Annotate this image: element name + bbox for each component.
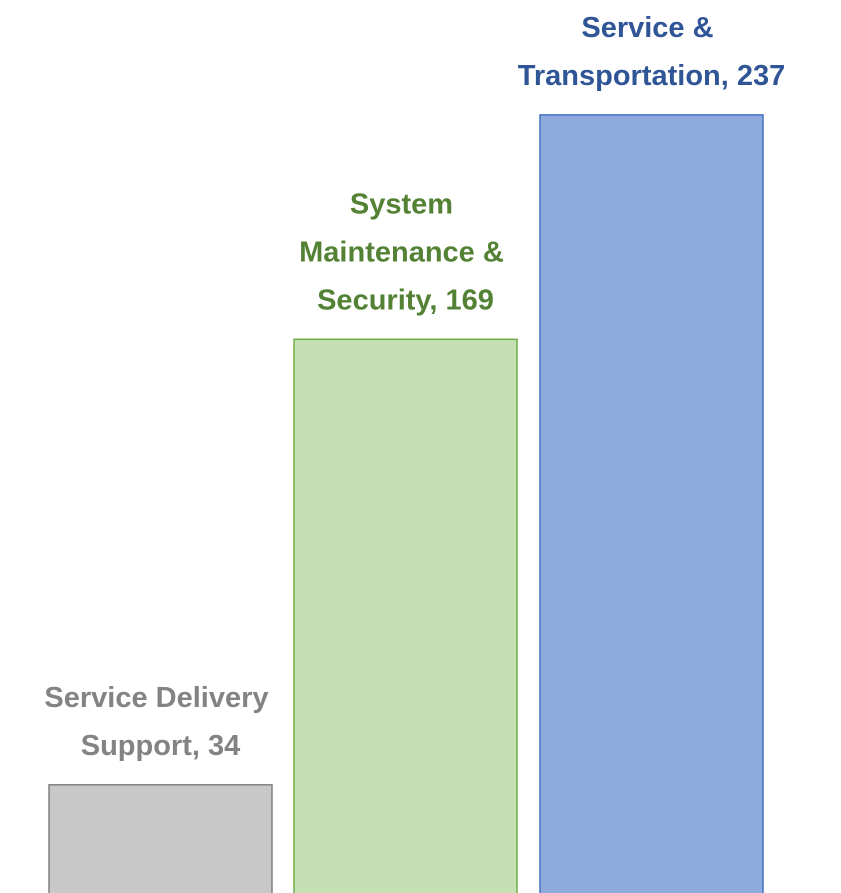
data-label-line: Transportation, 237: [518, 60, 786, 92]
data-label: Service Delivery Support, 34: [44, 682, 276, 762]
bar: [539, 114, 764, 893]
bar: [293, 338, 518, 893]
data-label-line: Service Delivery: [44, 682, 276, 714]
data-label: Service & Transportation, 237: [518, 12, 786, 92]
data-label-line: Support, 34: [81, 730, 241, 762]
bar: [48, 784, 273, 893]
data-label-line: Security, 169: [317, 284, 494, 316]
data-label-line: System: [350, 188, 461, 220]
data-label-line: Service &: [581, 12, 721, 44]
data-label: System Maintenance & Security, 169: [299, 188, 512, 316]
data-label-line: Maintenance &: [299, 236, 512, 268]
